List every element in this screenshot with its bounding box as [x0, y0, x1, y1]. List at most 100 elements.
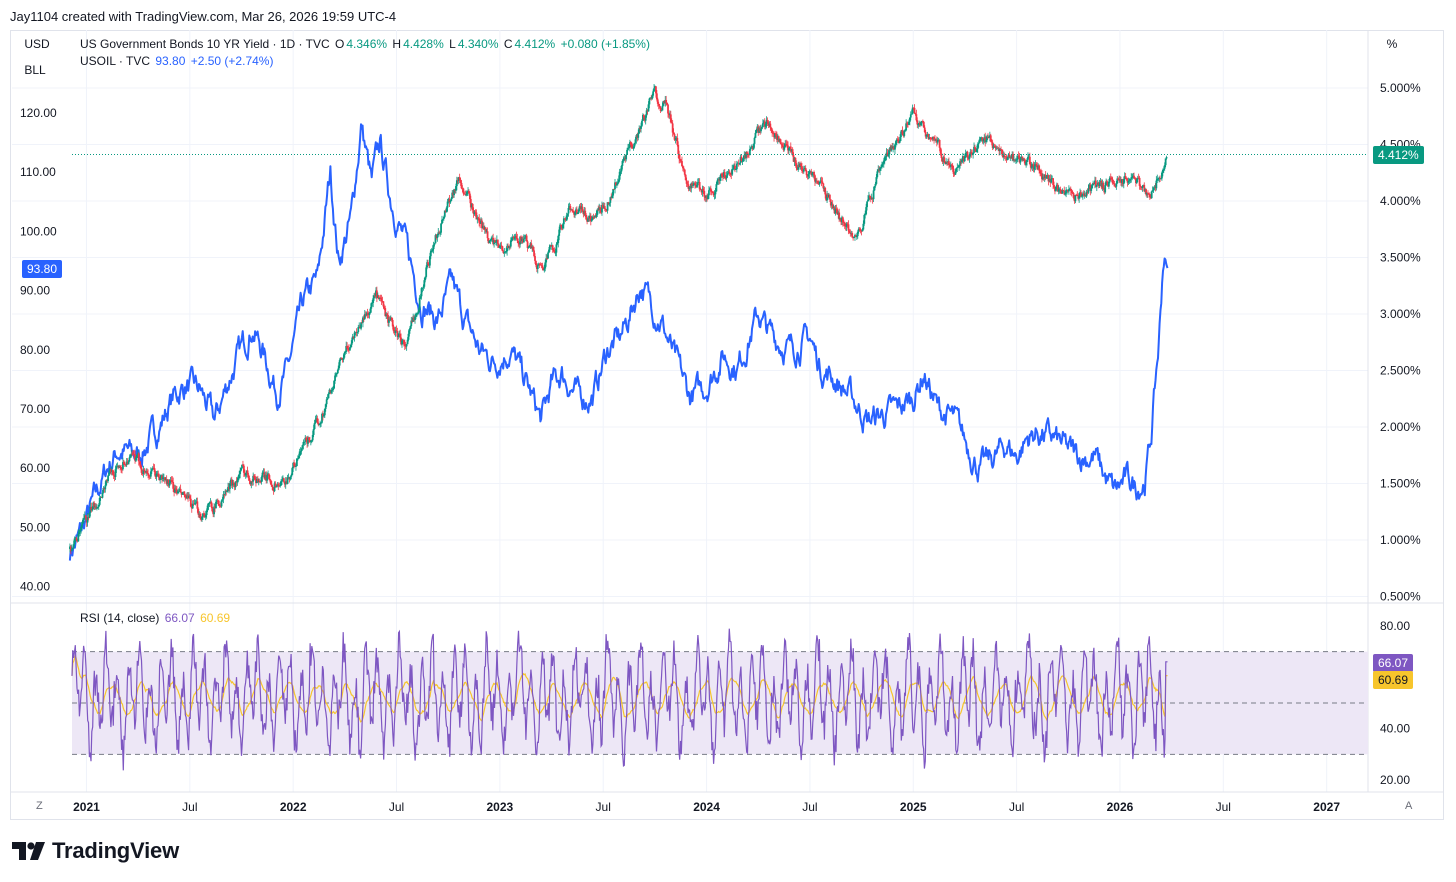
yield-candle	[712, 191, 715, 197]
candle-body	[759, 128, 761, 132]
yield-candle	[1110, 176, 1113, 183]
candle-body	[614, 182, 616, 190]
yield-candle	[511, 234, 514, 241]
main-legend[interactable]: US Government Bonds 10 YR Yield · 1D · T…	[80, 37, 652, 51]
candle-body	[799, 163, 801, 168]
yield-candle	[655, 90, 658, 102]
second-legend[interactable]: USOIL · TVC 93.80 +2.50 (+2.74%)	[80, 54, 275, 68]
yield-candle	[470, 203, 473, 210]
candle-body	[1027, 156, 1029, 160]
yield-candle	[1040, 168, 1042, 177]
candle-body	[470, 203, 473, 208]
candle-body	[816, 181, 819, 184]
yield-candle	[476, 215, 479, 224]
candle-body	[1071, 192, 1074, 194]
candle-body	[104, 485, 107, 490]
candle-body	[625, 154, 628, 160]
yield-candle	[703, 186, 706, 201]
yield-candle	[532, 245, 535, 252]
candle-body	[226, 491, 229, 492]
yield-candle	[950, 163, 953, 170]
yield-candle	[998, 144, 1001, 156]
right-axis-unit-button[interactable]: %	[1386, 37, 1398, 51]
yield-candle	[279, 481, 282, 488]
candle-body	[205, 510, 208, 516]
left-axis-unit-button[interactable]: BLL	[24, 63, 46, 77]
yield-candle	[243, 469, 246, 477]
yield-candle	[567, 203, 570, 217]
candle-body	[845, 223, 848, 227]
candle-body	[511, 236, 514, 239]
yield-candle	[387, 311, 389, 327]
yield-candle	[818, 181, 821, 187]
yield-candle	[962, 155, 965, 164]
yield-candle	[745, 151, 748, 163]
candle-body	[668, 114, 671, 116]
yield-candle	[202, 512, 204, 520]
zoom-button[interactable]: Z	[36, 800, 43, 812]
candle-body	[787, 145, 789, 151]
candle-body	[355, 331, 358, 333]
candle-body	[825, 194, 828, 201]
yield-candle	[686, 181, 689, 188]
candle-body	[159, 477, 162, 481]
yield-candle	[107, 474, 109, 483]
candle-body	[524, 235, 527, 238]
yield-candle	[143, 467, 146, 475]
yield-candle	[802, 165, 805, 174]
rsi-legend[interactable]: RSI (14, close) 66.07 60.69	[80, 611, 232, 625]
candle-body	[580, 206, 583, 210]
yield-candle	[249, 480, 252, 486]
yield-candle	[203, 512, 206, 518]
candle-body	[936, 139, 939, 143]
yield-candle	[678, 150, 681, 164]
candle-body	[896, 139, 899, 141]
candle-body	[462, 188, 465, 194]
yield-candle	[455, 183, 457, 194]
yield-candle	[889, 144, 892, 152]
left-axis-currency-button[interactable]: USD	[24, 37, 50, 51]
candle-body	[419, 296, 422, 298]
yield-candle	[198, 510, 201, 519]
yield-candle	[531, 244, 534, 253]
candle-body	[389, 317, 392, 320]
candle-body	[203, 514, 206, 518]
candle-body	[540, 264, 543, 266]
yield-candle	[479, 218, 482, 229]
candle-body	[137, 453, 140, 462]
yield-candle	[170, 476, 173, 485]
yield-candle	[593, 215, 596, 219]
yield-candle	[504, 250, 507, 254]
yield-candle	[1082, 190, 1085, 197]
yield-candle	[219, 502, 222, 508]
yield-candle	[615, 181, 618, 189]
yield-candle	[418, 295, 421, 313]
yield-candle	[187, 491, 189, 502]
candle-body	[140, 468, 143, 473]
candle-body	[283, 481, 286, 485]
yield-candle	[843, 221, 846, 230]
candle-body	[465, 194, 468, 196]
candle-body	[864, 214, 867, 216]
candle-body	[442, 218, 444, 220]
candle-body	[1078, 195, 1081, 199]
yield-candle	[717, 177, 720, 185]
yield-candle	[791, 147, 794, 157]
yield-candle	[1023, 157, 1026, 164]
candle-body	[206, 505, 209, 511]
yield-candle	[787, 141, 789, 155]
auto-scale-button[interactable]: A	[1405, 800, 1413, 812]
yield-candle	[963, 154, 966, 163]
yield-candle	[1108, 179, 1110, 190]
chart-frame[interactable]	[10, 30, 1444, 820]
candle-body	[878, 169, 881, 171]
candle-body	[688, 186, 691, 189]
candle-body	[899, 134, 902, 142]
yield-candle	[772, 130, 775, 135]
candle-body	[455, 180, 458, 187]
yield-candle	[1113, 180, 1116, 187]
yield-candle	[212, 508, 215, 518]
candle-body	[575, 209, 577, 213]
candle-body	[191, 503, 194, 509]
